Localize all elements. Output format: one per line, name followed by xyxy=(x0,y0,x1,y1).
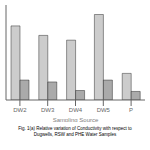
svg-text:P: P xyxy=(129,107,133,113)
svg-text:Sampling Source: Sampling Source xyxy=(53,117,99,122)
html-text:Fig. 1(a) Relative variation o: Fig. 1(a) Relative variation of Conducti… xyxy=(18,126,132,131)
svg-text:DW5: DW5 xyxy=(97,107,111,113)
svg-text:DW2: DW2 xyxy=(13,107,27,113)
html-text:Dugwells, RSW and PHE Water Sa: Dugwells, RSW and PHE Water Samples xyxy=(33,132,117,137)
svg-text:DW4: DW4 xyxy=(69,107,83,113)
svg-text:DW3: DW3 xyxy=(41,107,55,113)
